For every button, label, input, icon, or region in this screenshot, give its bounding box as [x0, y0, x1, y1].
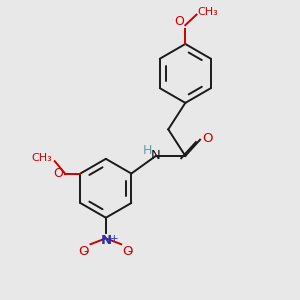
Text: O: O [79, 245, 89, 258]
Text: CH₃: CH₃ [198, 8, 218, 17]
Text: +: + [110, 234, 118, 244]
Text: O: O [174, 14, 184, 28]
Text: H: H [143, 144, 152, 157]
Text: N: N [100, 234, 111, 247]
Text: N: N [151, 149, 161, 162]
Text: -: - [127, 245, 131, 258]
Text: O: O [54, 167, 64, 180]
Text: O: O [123, 245, 133, 258]
Text: O: O [202, 132, 213, 145]
Text: CH₃: CH₃ [31, 153, 52, 163]
Text: -: - [83, 245, 88, 258]
